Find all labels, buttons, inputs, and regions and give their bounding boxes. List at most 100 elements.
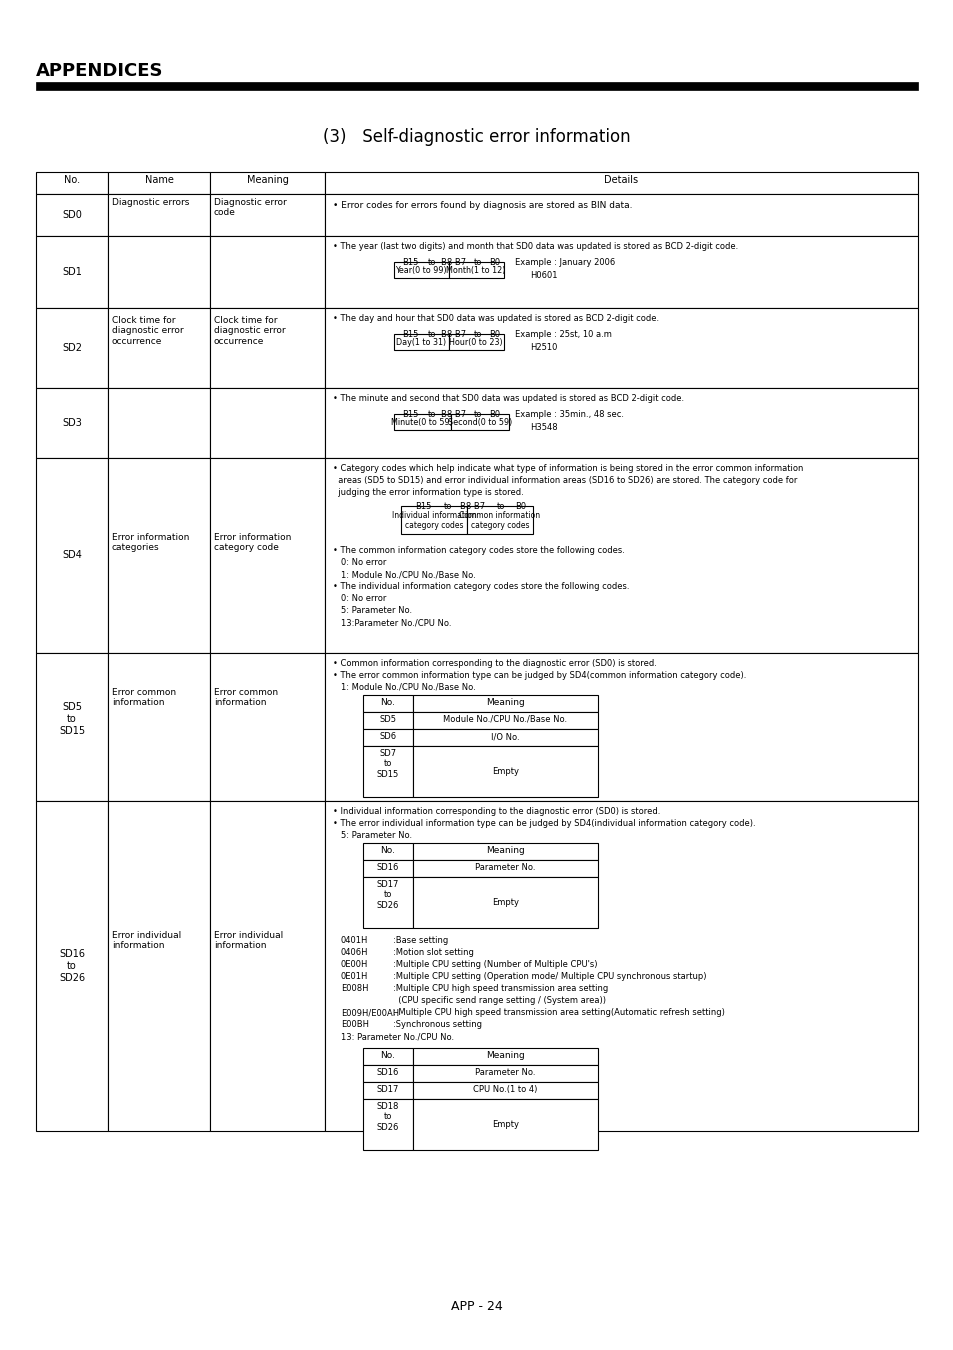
Bar	[413, 729, 598, 747]
Text: SD16: SD16	[376, 1068, 398, 1077]
Bar	[363, 1065, 413, 1081]
Bar	[325, 236, 917, 308]
Bar	[413, 747, 598, 796]
Text: 1: Module No./CPU No./Base No.: 1: Module No./CPU No./Base No.	[340, 683, 476, 693]
Text: Meaning: Meaning	[486, 846, 524, 855]
Bar	[363, 729, 413, 747]
Text: Name: Name	[145, 176, 173, 185]
Bar	[325, 653, 917, 801]
Text: No.: No.	[64, 176, 80, 185]
Text: Error common
information: Error common information	[112, 688, 176, 707]
Text: • The common information category codes store the following codes.: • The common information category codes …	[333, 545, 624, 555]
Text: E008H: E008H	[340, 984, 368, 994]
Text: Empty: Empty	[492, 767, 518, 776]
Bar	[108, 458, 210, 653]
Text: • The year (last two digits) and month that SD0 data was updated is stored as BC: • The year (last two digits) and month t…	[333, 242, 738, 251]
Bar	[413, 1099, 598, 1150]
Bar	[210, 387, 325, 458]
Text: • Individual information corresponding to the diagnostic error (SD0) is stored.: • Individual information corresponding t…	[333, 807, 659, 815]
Text: :Multiple CPU high speed transmission area setting: :Multiple CPU high speed transmission ar…	[393, 984, 608, 994]
Text: H2510: H2510	[530, 343, 557, 352]
Text: Error individual
information: Error individual information	[213, 931, 283, 950]
Text: Common information: Common information	[459, 512, 540, 520]
Text: to: to	[474, 258, 481, 267]
Text: • Common information corresponding to the diagnostic error (SD0) is stored.: • Common information corresponding to th…	[333, 659, 657, 668]
Bar	[363, 695, 413, 711]
Bar	[467, 506, 533, 535]
Bar	[363, 1081, 413, 1099]
Bar	[449, 262, 503, 278]
Text: 0: No error: 0: No error	[340, 558, 386, 567]
Text: APPENDICES: APPENDICES	[36, 62, 163, 80]
Text: :Base setting: :Base setting	[393, 936, 448, 945]
Bar	[210, 458, 325, 653]
Bar	[210, 801, 325, 1131]
Text: category codes: category codes	[470, 521, 529, 531]
Text: Empty: Empty	[492, 898, 518, 907]
Text: category codes: category codes	[404, 521, 463, 531]
Text: Error common
information: Error common information	[213, 688, 278, 707]
Text: Parameter No.: Parameter No.	[475, 863, 536, 872]
Bar	[210, 653, 325, 801]
Bar	[394, 414, 451, 431]
Bar	[325, 194, 917, 236]
Bar	[36, 171, 108, 194]
Bar	[36, 236, 108, 308]
Text: SD17
to
SD26: SD17 to SD26	[376, 880, 398, 910]
Text: SD1: SD1	[62, 267, 82, 277]
Text: B15: B15	[415, 502, 431, 512]
Text: 13:Parameter No./CPU No.: 13:Parameter No./CPU No.	[340, 618, 451, 626]
Text: Empty: Empty	[492, 1120, 518, 1129]
Text: Module No./CPU No./Base No.: Module No./CPU No./Base No.	[443, 716, 567, 724]
Text: Parameter No.: Parameter No.	[475, 1068, 536, 1077]
Bar	[325, 387, 917, 458]
Text: B8 B7: B8 B7	[441, 258, 466, 267]
Bar	[363, 878, 413, 927]
Text: Meaning: Meaning	[486, 698, 524, 707]
Text: B0: B0	[489, 410, 500, 418]
Bar	[413, 860, 598, 878]
Text: Example : 25st, 10 a.m: Example : 25st, 10 a.m	[515, 329, 611, 339]
Text: Second(0 to 59): Second(0 to 59)	[447, 418, 512, 427]
Text: Day(1 to 31): Day(1 to 31)	[395, 338, 446, 347]
Bar	[36, 801, 108, 1131]
Text: Diagnostic error
code: Diagnostic error code	[213, 198, 287, 217]
Text: Clock time for
diagnostic error
occurrence: Clock time for diagnostic error occurren…	[112, 316, 183, 346]
Text: SD4: SD4	[62, 551, 82, 560]
Bar	[363, 860, 413, 878]
Bar	[210, 236, 325, 308]
Text: B8 B7: B8 B7	[460, 502, 485, 512]
Text: (3)   Self-diagnostic error information: (3) Self-diagnostic error information	[323, 128, 630, 146]
Text: Minute(0 to 59): Minute(0 to 59)	[391, 418, 453, 427]
Text: SD2: SD2	[62, 343, 82, 352]
Bar	[363, 711, 413, 729]
Bar	[413, 1065, 598, 1081]
Text: to: to	[427, 410, 436, 418]
Text: • The error individual information type can be judged by SD4(individual informat: • The error individual information type …	[333, 819, 755, 828]
Text: Error individual
information: Error individual information	[112, 931, 181, 950]
Text: SD5: SD5	[379, 716, 396, 724]
Text: :Synchronous setting: :Synchronous setting	[393, 1021, 481, 1029]
Bar	[108, 194, 210, 236]
Text: SD5
to
SD15: SD5 to SD15	[59, 702, 85, 736]
Text: to: to	[474, 410, 481, 418]
Text: to: to	[497, 502, 505, 512]
Bar	[36, 82, 917, 90]
Text: No.: No.	[380, 698, 395, 707]
Text: No.: No.	[380, 1052, 395, 1060]
Text: (CPU specific send range setting / (System area)): (CPU specific send range setting / (Syst…	[393, 996, 605, 1004]
Bar	[36, 653, 108, 801]
Text: B15: B15	[401, 329, 417, 339]
Text: SD16: SD16	[376, 863, 398, 872]
Text: judging the error information type is stored.: judging the error information type is st…	[333, 487, 523, 497]
Text: SD18
to
SD26: SD18 to SD26	[376, 1102, 398, 1131]
Bar	[413, 711, 598, 729]
Bar	[413, 1081, 598, 1099]
Text: No.: No.	[380, 846, 395, 855]
Text: SD17: SD17	[376, 1085, 398, 1094]
Bar	[451, 414, 509, 431]
Text: Clock time for
diagnostic error
occurrence: Clock time for diagnostic error occurren…	[213, 316, 285, 346]
Text: Error information
categories: Error information categories	[112, 533, 190, 552]
Bar	[36, 387, 108, 458]
Bar	[394, 262, 449, 278]
